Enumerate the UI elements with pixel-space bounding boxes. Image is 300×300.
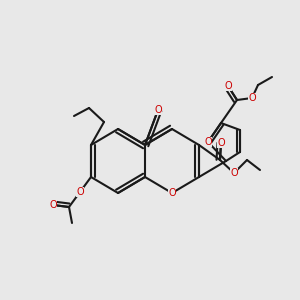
Text: O: O bbox=[168, 188, 176, 198]
Text: O: O bbox=[204, 137, 212, 147]
Text: O: O bbox=[154, 105, 162, 115]
Text: O: O bbox=[224, 81, 232, 91]
Text: O: O bbox=[49, 200, 57, 210]
Text: O: O bbox=[76, 187, 84, 197]
Text: O: O bbox=[217, 138, 225, 148]
Text: O: O bbox=[248, 93, 256, 103]
Text: O: O bbox=[230, 168, 238, 178]
